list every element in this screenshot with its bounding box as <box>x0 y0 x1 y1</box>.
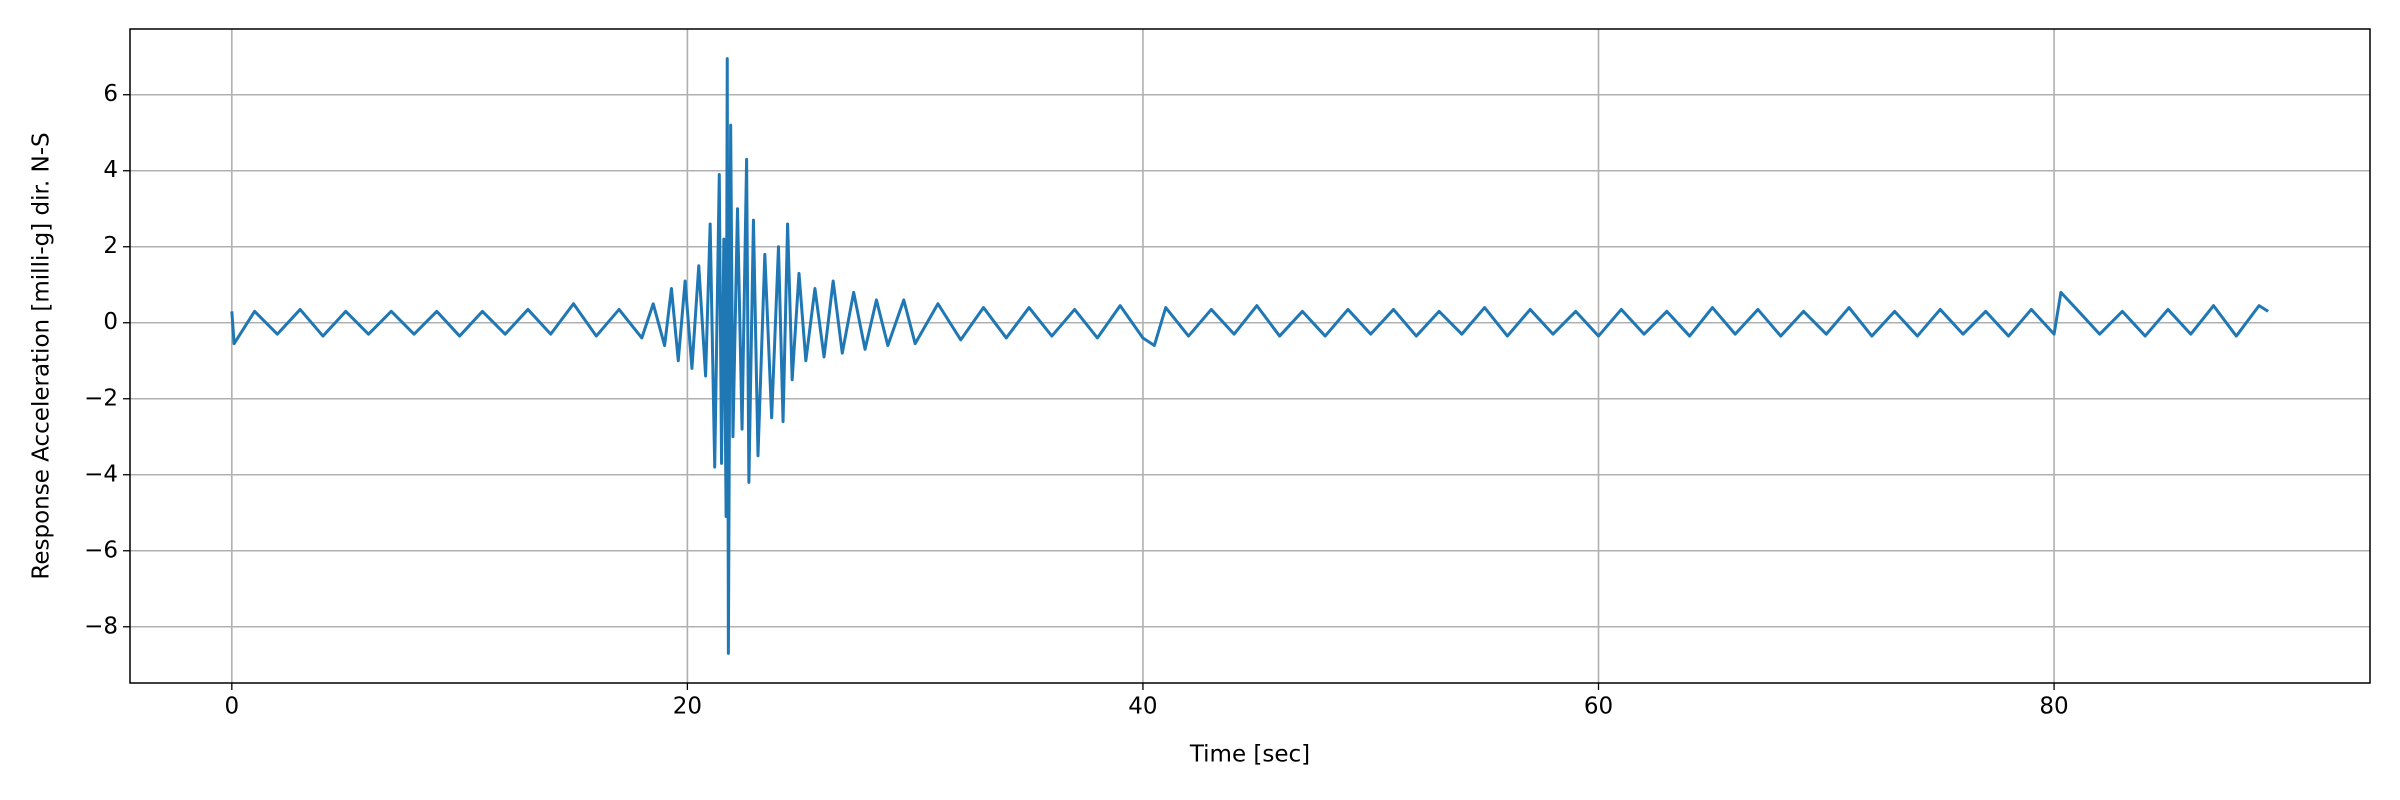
x-tick-label: 80 <box>2039 694 2068 720</box>
series-line <box>230 57 2269 655</box>
x-tick-label: 60 <box>1584 694 1613 720</box>
y-tick-label: 2 <box>103 233 118 259</box>
y-tick-label: −4 <box>84 461 118 487</box>
y-tick-label: 4 <box>103 157 118 183</box>
y-tick-label: −2 <box>84 385 118 411</box>
y-axis-label: Response Acceleration [milli-g] dir. N-S <box>29 132 55 579</box>
y-tick-label: −6 <box>84 537 118 563</box>
x-tick-label: 20 <box>673 694 702 720</box>
x-tick-label: 40 <box>1128 694 1157 720</box>
x-axis-label: Time [sec] <box>1189 742 1310 768</box>
y-tick-label: 6 <box>103 81 118 107</box>
plot-frame <box>129 28 2371 684</box>
x-tick-label: 0 <box>224 694 239 720</box>
y-tick-label: 0 <box>103 309 118 335</box>
y-tick-label: −8 <box>84 613 118 639</box>
